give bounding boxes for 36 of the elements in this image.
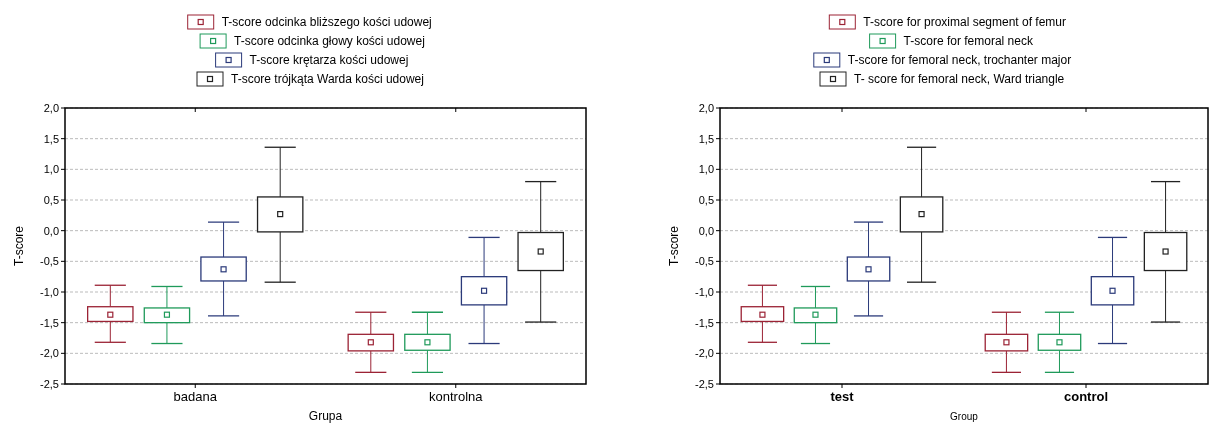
y-tick-label: 0,5: [43, 193, 59, 206]
legend-label: T-score odcinka głowy kości udowej: [234, 34, 425, 49]
y-tick-label: 0,0: [698, 224, 714, 237]
legend-label: T- score for femoral neck, Ward triangle: [854, 72, 1065, 87]
y-tick-label: 2,0: [43, 101, 59, 114]
legend-label: T-score trójkąta Warda kości udowej: [231, 72, 424, 87]
y-tick-label: 1,0: [698, 163, 714, 176]
y-tick-label: 1,0: [43, 163, 59, 176]
y-tick-label: -0,5: [695, 255, 714, 268]
x-tick-label: control: [1063, 389, 1109, 404]
y-tick-label: -1,5: [40, 316, 59, 329]
y-tick-label: -1,0: [695, 285, 714, 298]
y-tick-label: 1,5: [43, 132, 59, 145]
y-tick-label: -2,0: [40, 347, 59, 360]
x-tick-label: test: [830, 389, 855, 404]
y-tick-label: -1,0: [40, 285, 59, 298]
legend-label: T-score for femoral neck: [903, 34, 1034, 49]
y-axis-title: T-score: [667, 225, 681, 267]
legend-label: T-score for femoral neck, trochanter major: [847, 53, 1072, 68]
y-tick-label: 0,0: [43, 224, 59, 237]
y-tick-label: -1,5: [695, 316, 714, 329]
y-tick-label: 0,5: [698, 193, 714, 206]
y-tick-label: -0,5: [40, 255, 59, 268]
x-axis-title: Grupa: [308, 409, 343, 423]
x-tick-label: badana: [173, 389, 218, 404]
y-tick-label: 1,5: [698, 132, 714, 145]
x-axis-title: Group: [950, 411, 979, 422]
y-tick-label: 2,0: [698, 101, 714, 114]
y-tick-label: -2,5: [40, 377, 59, 390]
legend-label: T-score odcinka bliższego kości udowej: [221, 15, 432, 30]
legend-label: T-score for proximal segment of femur: [863, 15, 1067, 30]
y-tick-label: -2,0: [695, 347, 714, 360]
y-axis-title: T-score: [12, 225, 26, 267]
legend-label: T-score krętarza kości udowej: [249, 53, 409, 68]
x-tick-label: kontrolna: [429, 389, 484, 404]
y-tick-label: -2,5: [695, 377, 714, 390]
